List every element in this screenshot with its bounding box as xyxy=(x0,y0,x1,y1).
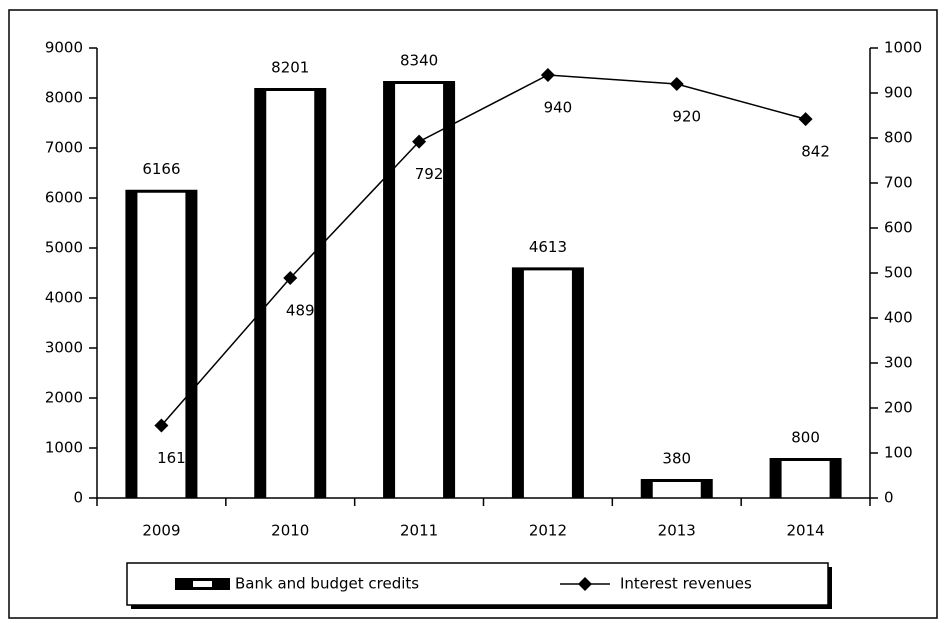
bar-value-label: 6166 xyxy=(142,160,180,178)
bar-value-label: 8201 xyxy=(271,58,309,76)
bar xyxy=(511,267,584,498)
bar xyxy=(769,458,842,498)
y2-tick-label: 400 xyxy=(884,309,913,327)
x-tick-label: 2009 xyxy=(142,522,180,540)
bar-value-label: 800 xyxy=(791,429,820,447)
chart-border xyxy=(8,9,938,619)
y-tick-label: 1000 xyxy=(45,439,83,457)
y-tick-label: 3000 xyxy=(45,339,83,357)
bar-value-label: 4613 xyxy=(529,238,567,256)
y-tick-label: 0 xyxy=(73,489,83,507)
y-tick-label: 4000 xyxy=(45,289,83,307)
y2-tick-label: 500 xyxy=(884,264,913,282)
y2-tick-label: 700 xyxy=(884,174,913,192)
bar-value-label: 8340 xyxy=(400,52,438,70)
y-tick-label: 2000 xyxy=(45,389,83,407)
y-tick-label: 9000 xyxy=(45,39,83,57)
line-marker xyxy=(798,112,813,127)
x-tick-label: 2014 xyxy=(786,522,824,540)
line-value-label: 161 xyxy=(157,449,186,467)
y-tick-label: 8000 xyxy=(45,89,83,107)
bar-value-label: 380 xyxy=(662,450,691,468)
line-value-label: 920 xyxy=(672,108,701,126)
y2-tick-label: 800 xyxy=(884,129,913,147)
x-tick-label: 2011 xyxy=(400,522,438,540)
bar xyxy=(125,189,198,498)
line-value-label: 489 xyxy=(286,301,315,319)
y2-tick-label: 900 xyxy=(884,84,913,102)
line-value-label: 842 xyxy=(801,143,830,161)
line-marker xyxy=(669,77,684,91)
legend-swatch xyxy=(175,578,230,590)
y2-tick-label: 100 xyxy=(884,444,913,462)
y-tick-label: 5000 xyxy=(45,239,83,257)
legend-label: Bank and budget credits xyxy=(235,575,419,593)
line-value-label: 940 xyxy=(544,99,573,117)
y2-tick-label: 600 xyxy=(884,219,913,237)
y2-tick-label: 0 xyxy=(884,489,894,507)
line-value-label: 792 xyxy=(415,165,444,183)
legend-box xyxy=(126,562,829,606)
y2-tick-label: 200 xyxy=(884,399,913,417)
legend-label: Interest revenues xyxy=(620,575,752,593)
y-tick-label: 6000 xyxy=(45,189,83,207)
bar xyxy=(640,479,713,498)
bar xyxy=(254,87,327,498)
line-marker xyxy=(154,418,169,433)
x-tick-label: 2010 xyxy=(271,522,309,540)
x-tick-label: 2012 xyxy=(529,522,567,540)
bar xyxy=(383,81,456,498)
x-tick-label: 2013 xyxy=(658,522,696,540)
line-marker xyxy=(283,270,298,285)
line xyxy=(160,74,806,427)
legend-marker xyxy=(578,577,592,591)
line-marker xyxy=(412,134,427,149)
line-marker xyxy=(540,68,555,82)
y2-tick-label: 300 xyxy=(884,354,913,372)
y2-tick-label: 1000 xyxy=(884,39,922,57)
y-tick-label: 7000 xyxy=(45,139,83,157)
